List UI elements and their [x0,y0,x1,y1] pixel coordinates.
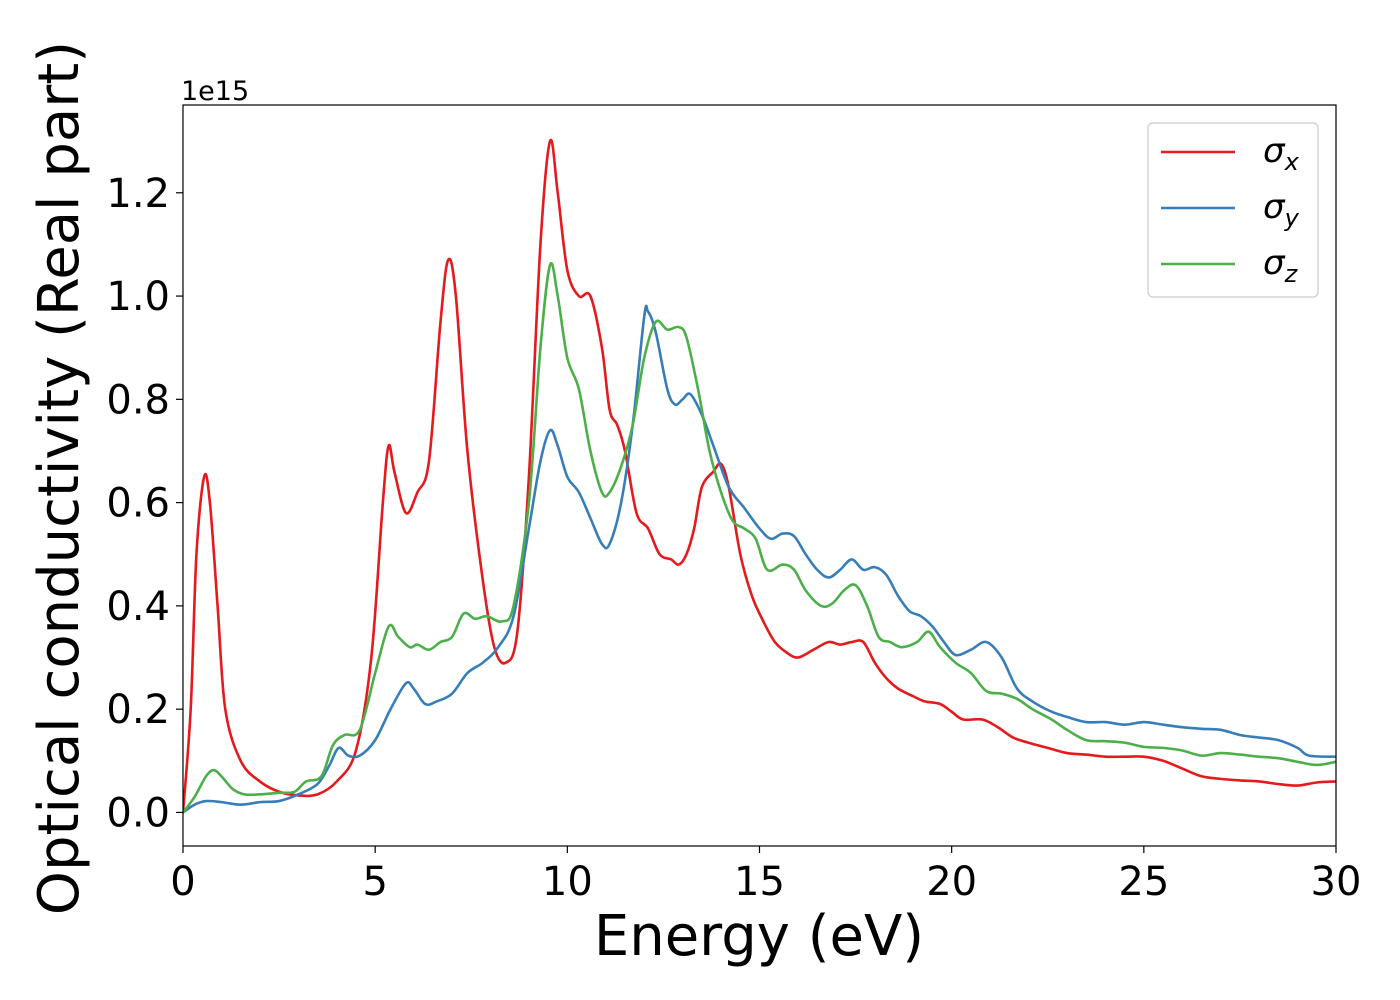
legend-label-x: σx [1263,131,1300,176]
legend-label-z: σz [1263,243,1299,288]
x-tick-label: 0 [170,859,195,905]
x-tick-label: 20 [926,859,977,905]
y-axis-title: Optical conductivity (Real part) [27,41,92,915]
x-axis-title: Energy (eV) [594,904,924,969]
series-line-x [183,138,1336,814]
legend: σx σy σz [1147,122,1319,298]
series-layer [183,138,1336,814]
x-tick-label: 10 [542,859,593,905]
y-offset-label: 1e15 [181,76,249,107]
y-tick-label: 1.2 [106,171,170,217]
x-axis: 0 5 10 15 20 25 30 [170,846,1361,905]
y-tick-label: 0.8 [106,377,170,423]
series-line-z [183,262,1336,814]
x-tick-label: 30 [1311,859,1362,905]
y-tick-label: 0.6 [106,481,170,527]
y-axis: 0.0 0.2 0.4 0.6 0.8 1.0 1.2 [106,171,183,836]
y-tick-label: 0.0 [106,790,170,836]
x-tick-label: 15 [734,859,785,905]
series-line-y [183,304,1336,814]
y-tick-label: 0.4 [106,584,170,630]
legend-label-y: σy [1263,187,1300,232]
x-tick-label: 25 [1118,859,1169,905]
legend-box [1147,122,1319,298]
x-tick-label: 5 [362,859,387,905]
y-tick-label: 0.2 [106,687,170,733]
y-tick-label: 1.0 [106,274,170,320]
